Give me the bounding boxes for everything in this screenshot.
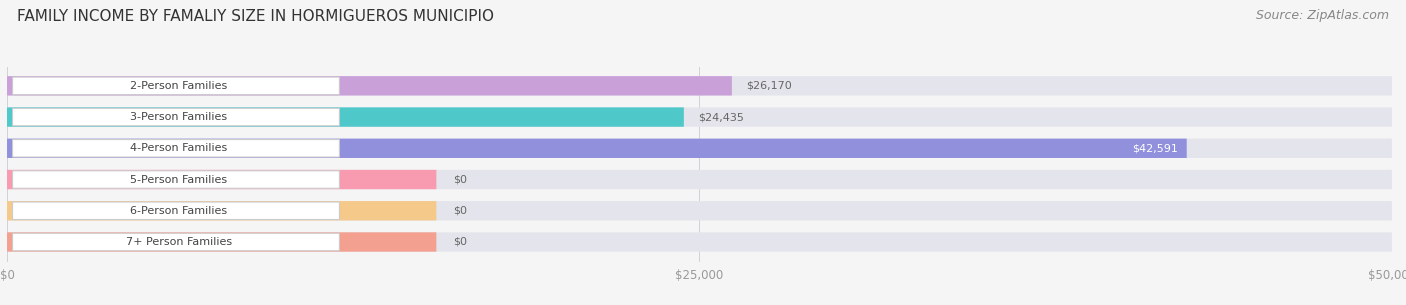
FancyBboxPatch shape <box>7 201 436 221</box>
FancyBboxPatch shape <box>7 76 1392 95</box>
FancyBboxPatch shape <box>7 138 1392 158</box>
FancyBboxPatch shape <box>13 233 339 251</box>
Text: 5-Person Families: 5-Person Families <box>131 174 228 185</box>
FancyBboxPatch shape <box>7 107 1392 127</box>
Text: $0: $0 <box>453 237 467 247</box>
FancyBboxPatch shape <box>7 107 683 127</box>
FancyBboxPatch shape <box>13 171 339 188</box>
Text: 2-Person Families: 2-Person Families <box>131 81 228 91</box>
Text: 6-Person Families: 6-Person Families <box>131 206 228 216</box>
Text: 7+ Person Families: 7+ Person Families <box>125 237 232 247</box>
FancyBboxPatch shape <box>13 202 339 220</box>
FancyBboxPatch shape <box>7 138 1187 158</box>
FancyBboxPatch shape <box>13 77 339 95</box>
Text: $26,170: $26,170 <box>745 81 792 91</box>
Text: FAMILY INCOME BY FAMALIY SIZE IN HORMIGUEROS MUNICIPIO: FAMILY INCOME BY FAMALIY SIZE IN HORMIGU… <box>17 9 494 24</box>
Text: $0: $0 <box>453 206 467 216</box>
FancyBboxPatch shape <box>7 76 733 95</box>
FancyBboxPatch shape <box>7 170 1392 189</box>
Text: $0: $0 <box>453 174 467 185</box>
Text: 3-Person Families: 3-Person Families <box>131 112 228 122</box>
FancyBboxPatch shape <box>7 170 436 189</box>
FancyBboxPatch shape <box>7 201 1392 221</box>
Text: Source: ZipAtlas.com: Source: ZipAtlas.com <box>1256 9 1389 22</box>
FancyBboxPatch shape <box>13 108 339 126</box>
Text: $24,435: $24,435 <box>697 112 744 122</box>
Text: $42,591: $42,591 <box>1133 143 1178 153</box>
FancyBboxPatch shape <box>7 232 436 252</box>
FancyBboxPatch shape <box>7 232 1392 252</box>
FancyBboxPatch shape <box>13 140 339 157</box>
Text: 4-Person Families: 4-Person Families <box>131 143 228 153</box>
